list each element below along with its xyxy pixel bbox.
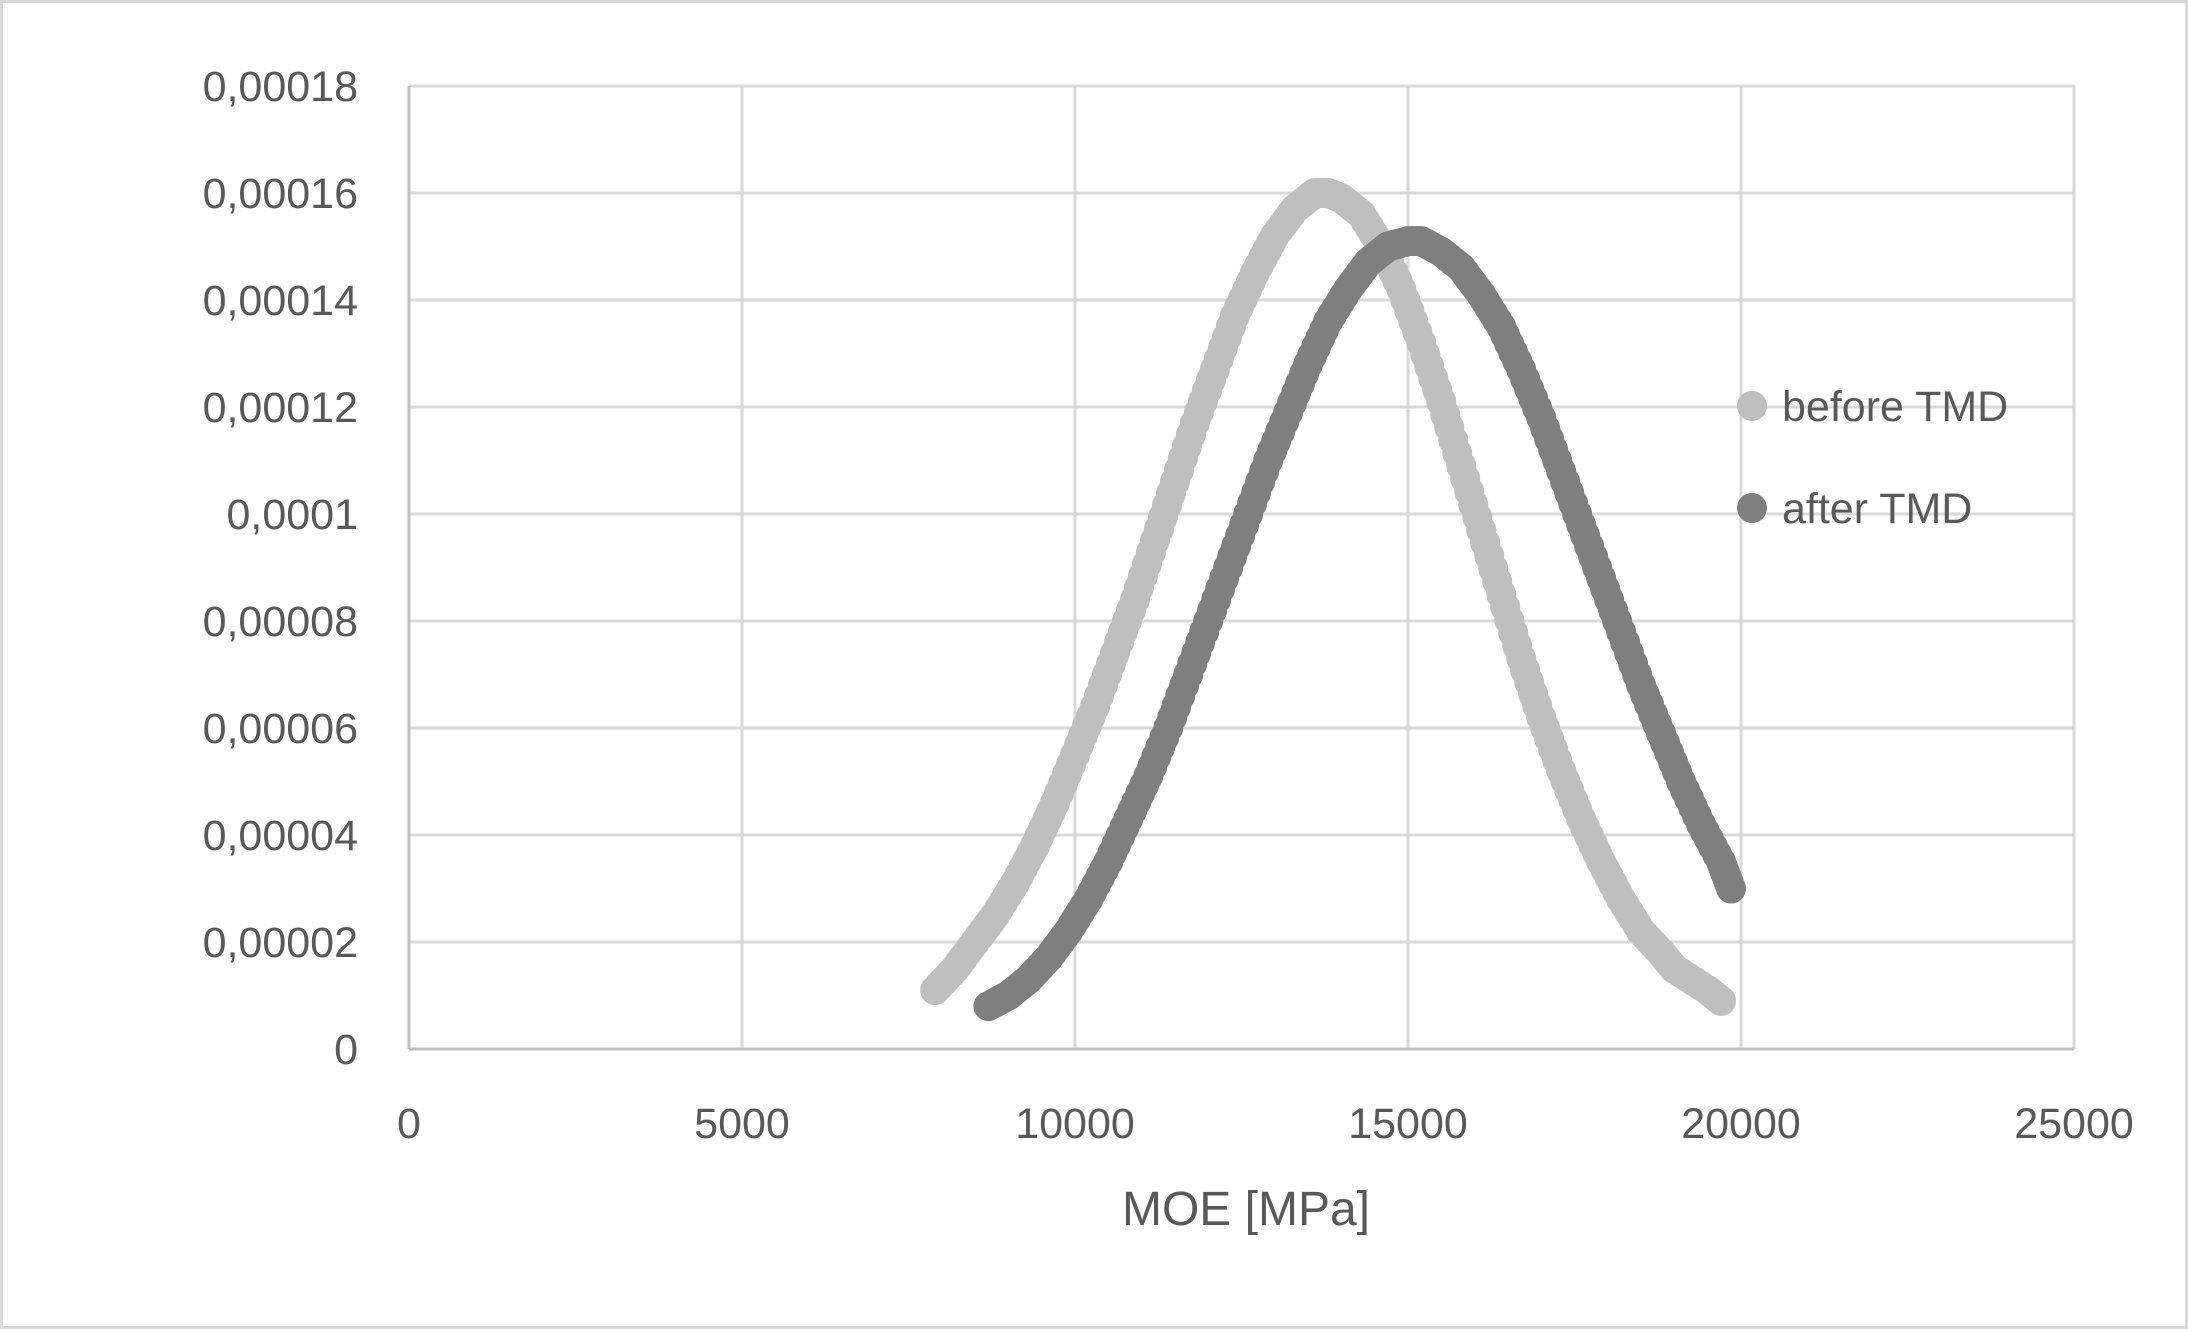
x-tick-label: 25000 [2014, 1100, 2134, 1148]
data-point [1706, 985, 1737, 1016]
series-before-tmd [920, 178, 1737, 1016]
x-tick-label: 20000 [1681, 1100, 1801, 1148]
y-tick-label: 0 [334, 1026, 358, 1074]
x-tick-label: 15000 [1348, 1100, 1468, 1148]
tick-labels: 0 0,00002 0,00004 0,00006 0,00008 0,0001 0,000… [203, 63, 2134, 1148]
y-tick-label: 0,00018 [203, 63, 358, 111]
x-tick-label: 0 [397, 1100, 421, 1148]
x-tick-label: 5000 [694, 1100, 790, 1148]
y-tick-label: 0,00004 [203, 812, 358, 860]
data-series [920, 178, 1747, 1022]
series-after-tmd [973, 226, 1747, 1022]
legend: before TMD after TMD [1737, 383, 2008, 533]
data-point [1716, 873, 1747, 904]
x-tick-label: 10000 [1015, 1100, 1135, 1148]
scatter-chart: 0 0,00002 0,00004 0,00006 0,00008 0,0001 0,000… [203, 63, 2134, 1236]
legend-marker-before-tmd [1737, 391, 1767, 421]
y-tick-label: 0,00014 [203, 277, 358, 325]
y-tick-label: 0,00002 [203, 919, 358, 967]
legend-label-before-tmd: before TMD [1782, 383, 2008, 431]
y-tick-label: 0,00008 [203, 598, 358, 646]
y-tick-label: 0,00006 [203, 705, 358, 753]
y-tick-label: 0,00012 [203, 384, 358, 432]
axes [407, 86, 2074, 1051]
legend-marker-after-tmd [1737, 493, 1767, 523]
y-tick-label: 0,00016 [203, 170, 358, 218]
y-tick-label: 0,0001 [226, 491, 358, 539]
x-axis-title: MOE [MPa] [1122, 1183, 1370, 1236]
legend-label-after-tmd: after TMD [1782, 485, 1972, 533]
